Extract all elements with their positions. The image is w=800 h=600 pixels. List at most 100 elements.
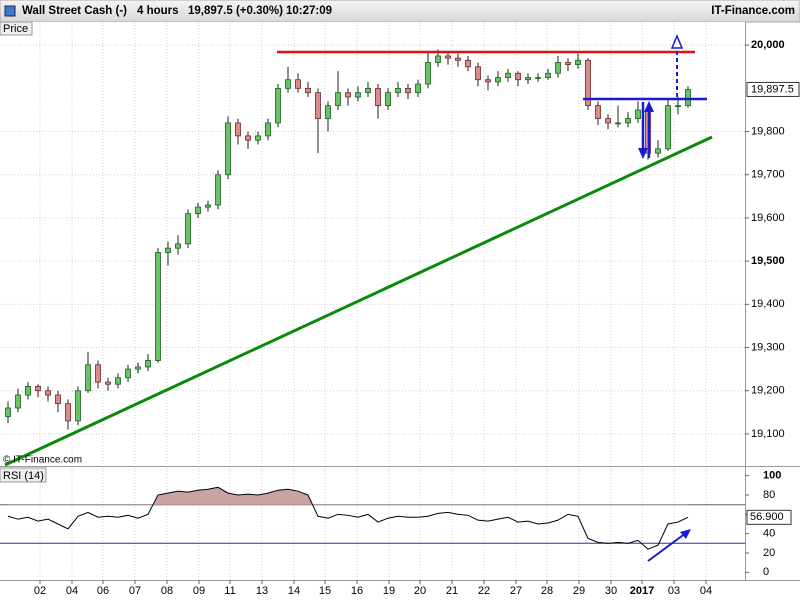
candle-body — [625, 118, 631, 124]
candle-body — [175, 243, 181, 249]
candle-body — [75, 390, 81, 422]
grid — [0, 22, 749, 584]
x-tick-label: 14 — [288, 585, 300, 597]
candle-body — [545, 72, 551, 78]
y-tick-label: 20 — [763, 547, 775, 559]
candle-body — [335, 92, 341, 107]
candle-body — [45, 390, 51, 396]
y-tick-label: 80 — [763, 489, 775, 501]
x-tick-label: 2017 — [630, 585, 654, 597]
rsi-panel-label: RSI (14) — [3, 470, 44, 482]
candle-body — [135, 366, 141, 370]
drawings — [4, 34, 713, 562]
candle-body — [155, 252, 161, 361]
candle-body — [435, 55, 441, 63]
x-tick-label: 03 — [668, 585, 680, 597]
x-tick-label: 11 — [224, 585, 235, 597]
marks — [5, 49, 691, 550]
candle-body — [305, 87, 311, 94]
last-price-label: 19,897.5 — [751, 83, 794, 95]
quote: 19,897.5 (+0.30%) — [188, 5, 283, 17]
candle-body — [285, 79, 291, 89]
candle-body — [315, 92, 321, 119]
candle-body — [665, 105, 671, 150]
instrument: Wall Street Cash (-) — [22, 5, 127, 17]
y-tick-label: 0 — [763, 566, 769, 578]
candle-body — [145, 360, 151, 368]
candle-body — [445, 55, 451, 59]
rsi-line — [7, 486, 689, 550]
candle-body — [575, 59, 581, 66]
candle-body — [375, 87, 381, 107]
candles — [5, 49, 691, 430]
candle-body — [245, 135, 251, 141]
y-tick-label: 19,400 — [751, 298, 785, 310]
x-tick-label: 27 — [510, 585, 522, 597]
candle-body — [125, 368, 131, 379]
x-tick-label: 04 — [66, 585, 78, 597]
y-tick-label: 19,500 — [751, 255, 785, 267]
candle-body — [65, 403, 71, 422]
last-price-box — [746, 81, 800, 97]
candle-body — [85, 364, 91, 392]
candle-body — [485, 79, 491, 83]
candle-body — [585, 59, 591, 107]
candle-body — [95, 364, 101, 383]
candle-body — [35, 385, 41, 392]
candle-body — [275, 87, 281, 124]
y-tick-label: 19,300 — [751, 341, 785, 353]
rsi-arrow-head — [680, 529, 691, 539]
last-rsi-label: 56.900 — [750, 511, 784, 523]
candle-body — [415, 83, 421, 94]
candle-body — [505, 72, 511, 78]
candle-body — [385, 92, 391, 107]
candle-body — [25, 385, 31, 396]
y-tick-label: 19,700 — [751, 169, 785, 181]
candle-body — [685, 89, 691, 107]
price-panel — [0, 22, 745, 465]
candle-body — [465, 59, 471, 68]
up-arrow-head — [644, 101, 654, 112]
candle-body — [655, 148, 661, 154]
y-tick-label: 20,000 — [751, 39, 785, 51]
candle-body — [195, 206, 201, 215]
candle-body — [355, 92, 361, 98]
target-arrow-head — [670, 34, 684, 49]
candle-body — [215, 174, 221, 206]
rsi-panel — [0, 468, 745, 580]
rsi-arrow — [647, 532, 687, 562]
y-tick-label: 19,200 — [751, 385, 785, 397]
header-bar: Wall Street Cash (-) 4 hours 19,897.5 (+… — [0, 0, 800, 23]
x-tick-label: 02 — [34, 585, 46, 597]
candle-body — [325, 105, 331, 119]
timeframe: 4 hours — [137, 5, 179, 17]
candle-body — [565, 62, 571, 66]
candle-body — [495, 77, 501, 83]
candle-body — [205, 204, 211, 208]
candle-body — [535, 77, 541, 79]
y-tick-label: 19,100 — [751, 428, 785, 440]
candle-body — [235, 122, 241, 137]
candle-body — [455, 57, 461, 61]
y-tick-label: 19,600 — [751, 212, 785, 224]
candle-body — [475, 66, 481, 81]
x-tick-label: 20 — [414, 585, 426, 597]
candle-body — [255, 135, 261, 141]
x-tick-label: 07 — [129, 585, 141, 597]
x-tick-label: 22 — [478, 585, 490, 597]
x-tick-label: 21 — [446, 585, 458, 597]
y-tick-label: 19,800 — [751, 125, 785, 137]
y-tick-label: 40 — [763, 528, 775, 540]
candle-body — [295, 79, 301, 89]
watermark: © IT-Finance.com — [3, 455, 82, 466]
candle-body — [515, 72, 521, 81]
time: 10:27:09 — [286, 5, 332, 17]
x-tick-label: 15 — [319, 585, 331, 597]
candle-body — [185, 213, 191, 245]
price-label-box — [0, 21, 33, 36]
last-rsi-box — [746, 509, 792, 525]
candle-body — [675, 105, 681, 108]
x-tick-label: 13 — [256, 585, 268, 597]
